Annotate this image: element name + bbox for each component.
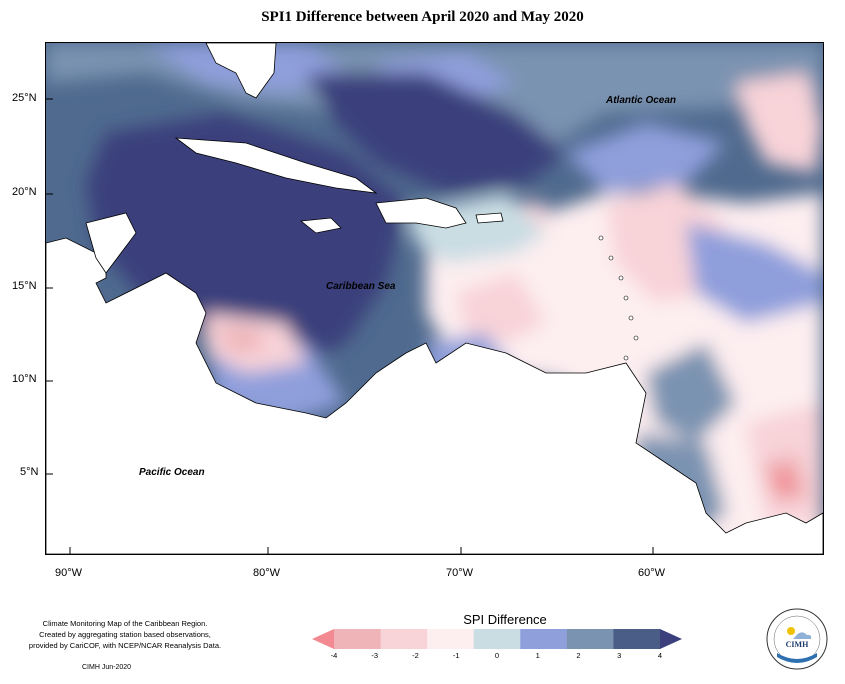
y-tick-label: 5°N bbox=[20, 466, 39, 478]
x-tick-label: 60°W bbox=[638, 567, 666, 579]
legend-tick-label: -2 bbox=[412, 651, 419, 660]
logo-text: CIMH bbox=[786, 640, 809, 649]
credit-line: Climate Monitoring Map of the Caribbean … bbox=[42, 619, 208, 628]
cimh-logo: CIMH bbox=[766, 608, 828, 670]
pacific-ocean-label: Pacific Ocean bbox=[139, 467, 205, 478]
legend-swatch bbox=[380, 629, 428, 649]
legend-swatch bbox=[473, 629, 521, 649]
wave-icon bbox=[777, 653, 817, 663]
y-tick-label: 25°N bbox=[12, 92, 37, 104]
legend-tick-label: 1 bbox=[535, 651, 540, 660]
spi-difference-map: Atlantic Ocean Caribbean Sea Pacific Oce… bbox=[45, 42, 824, 555]
y-tick-label: 20°N bbox=[12, 186, 37, 198]
credit-text: Climate Monitoring Map of the Caribbean … bbox=[20, 618, 230, 651]
y-tick-label: 10°N bbox=[12, 373, 37, 385]
legend-swatch bbox=[427, 629, 475, 649]
map-title: SPI1 Difference between April 2020 and M… bbox=[261, 9, 584, 25]
legend-swatch bbox=[334, 629, 382, 649]
legend-tick-label: -1 bbox=[452, 651, 460, 660]
credit-stamp: CIMH Jun-2020 bbox=[82, 664, 132, 671]
legend-tick-label: 3 bbox=[617, 651, 622, 660]
legend-swatch bbox=[520, 629, 568, 649]
caribbean-sea-label: Caribbean Sea bbox=[326, 281, 396, 292]
legend-swatch bbox=[613, 629, 661, 649]
atlantic-ocean-label: Atlantic Ocean bbox=[606, 95, 677, 106]
y-tick-label: 15°N bbox=[12, 280, 37, 292]
legend-arrow-low bbox=[312, 629, 334, 649]
x-tick-label: 80°W bbox=[253, 567, 281, 579]
legend-tick-label: -3 bbox=[371, 651, 379, 660]
x-tick-label: 70°W bbox=[446, 567, 474, 579]
legend-tick-label: 0 bbox=[494, 651, 500, 660]
legend-colorbar bbox=[312, 629, 682, 649]
legend-tick-label: 4 bbox=[657, 651, 663, 660]
cloud-icon bbox=[793, 632, 812, 639]
frame-ticks bbox=[46, 98, 654, 554]
x-tick-label: 90°W bbox=[55, 567, 83, 579]
sun-icon bbox=[787, 627, 795, 635]
legend-swatch bbox=[566, 629, 614, 649]
legend-title: SPI Difference bbox=[463, 612, 547, 627]
land-masses bbox=[46, 43, 823, 554]
legend-tick-label: 2 bbox=[576, 651, 581, 660]
spi-field bbox=[46, 43, 823, 554]
lesser-antilles bbox=[598, 235, 639, 361]
map-canvas bbox=[46, 43, 823, 554]
credit-line: Created by aggregating station based obs… bbox=[39, 630, 211, 639]
legend-tick-label: -4 bbox=[330, 651, 338, 660]
legend-arrow-high bbox=[660, 629, 682, 649]
credit-line: provided by CariCOF, with NCEP/NCAR Rean… bbox=[28, 641, 222, 650]
